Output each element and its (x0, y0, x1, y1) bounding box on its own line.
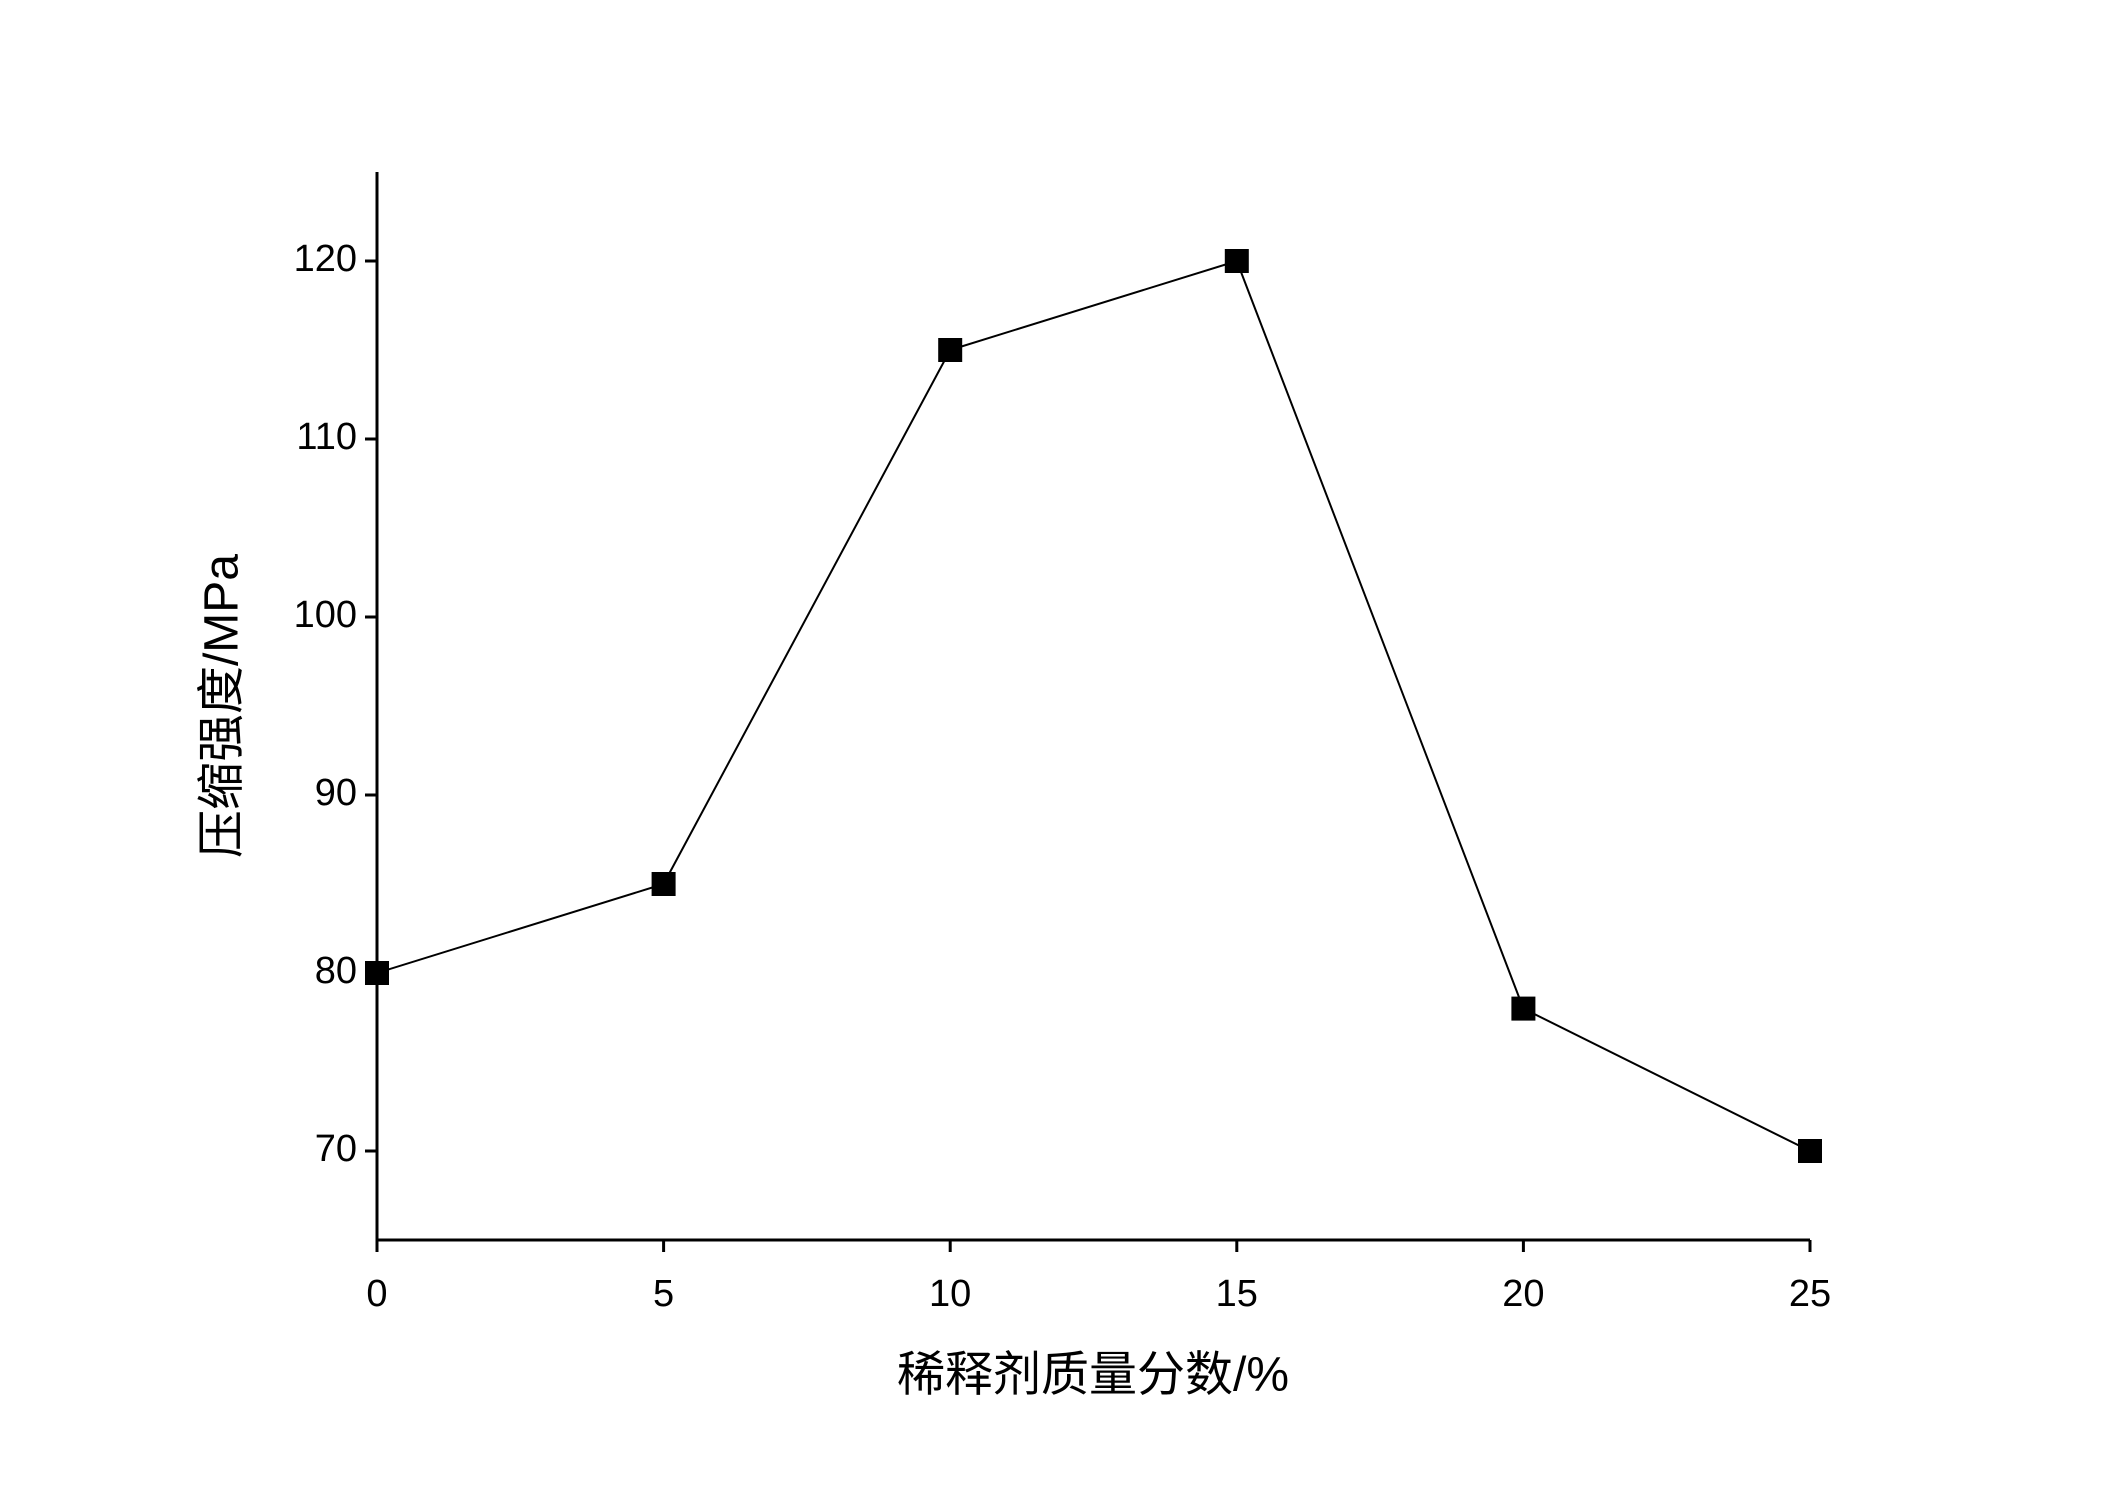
y-tick-label: 80 (315, 950, 357, 992)
y-axis-title: 压缩强度/MPa (196, 554, 249, 858)
data-point (1224, 249, 1249, 273)
data-point (651, 872, 676, 896)
data-point (938, 338, 963, 362)
x-tick-label: 20 (1502, 1273, 1544, 1315)
y-tick-label: 90 (315, 772, 357, 814)
data-point (365, 961, 389, 985)
data-line (376, 259, 1811, 1152)
x-tick-label: 15 (1216, 1273, 1258, 1315)
x-tick-label: 25 (1789, 1273, 1831, 1315)
y-tick-label: 70 (315, 1128, 357, 1170)
y-tick-label: 100 (294, 594, 357, 636)
x-tick-label: 10 (929, 1273, 971, 1315)
y-tick-label: 120 (294, 238, 357, 280)
x-tick-label: 5 (653, 1273, 674, 1315)
data-point (1798, 1139, 1822, 1163)
x-axis-title: 稀释剂质量分数/% (897, 1349, 1289, 1402)
y-tick-label: 110 (296, 416, 357, 458)
x-tick-label: 0 (366, 1273, 387, 1315)
data-point (1511, 996, 1536, 1021)
